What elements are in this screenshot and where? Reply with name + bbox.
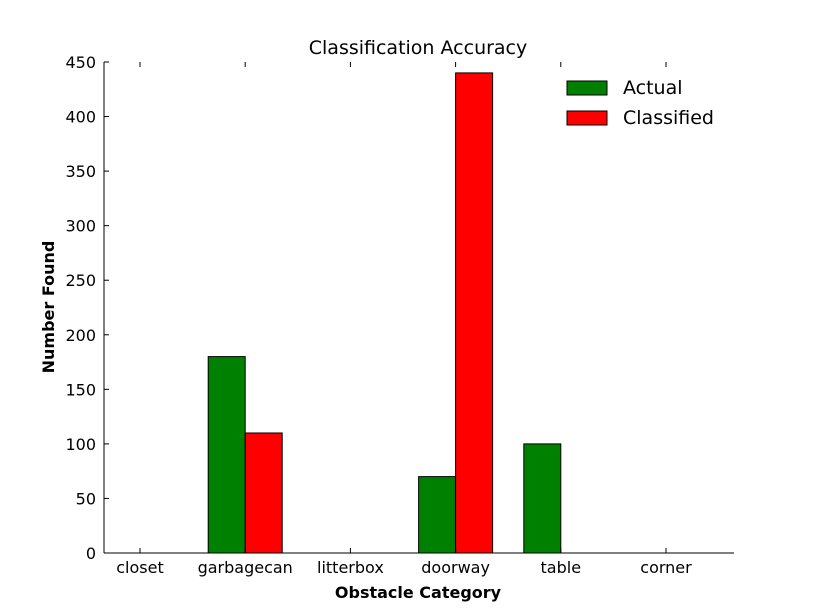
x-ticks-layer: closet garbagecan litterbox doorway table cor… (116, 62, 692, 577)
y-tick-label-150: 150 (65, 380, 96, 399)
y-tick-label-350: 350 (65, 162, 96, 181)
chart-title: Classification Accuracy (309, 37, 528, 59)
x-tick-label-litterbox: litterbox (317, 558, 384, 577)
legend-swatch-classified (566, 110, 608, 126)
y-tick-label-200: 200 (65, 326, 96, 345)
legend-swatch-actual (566, 80, 608, 96)
x-tick-label-corner: corner (640, 558, 692, 577)
x-tick-label-table: table (541, 558, 582, 577)
y-axis-label: Number Found (39, 241, 58, 374)
bar-actual-table (523, 443, 562, 554)
y-tick-label-450: 450 (65, 53, 96, 72)
x-tick-label-doorway: doorway (421, 558, 490, 577)
x-tick-label-closet: closet (116, 558, 163, 577)
legend: Actual Classified (566, 77, 714, 129)
x-tick-label-garbagecan: garbagecan (198, 558, 293, 577)
y-tick-label-250: 250 (65, 271, 96, 290)
y-tick-label-400: 400 (65, 108, 96, 127)
legend-label-classified: Classified (623, 107, 714, 129)
y-tick-label-300: 300 (65, 217, 96, 236)
y-tick-label-100: 100 (65, 435, 96, 454)
bar-classified-garbagecan (244, 432, 283, 554)
y-tick-label-50: 50 (76, 489, 96, 508)
bar-classified-doorway (455, 72, 494, 554)
bars-layer (207, 72, 562, 554)
y-ticks-layer: 0 50 100 150 200 250 300 350 400 450 (65, 53, 109, 563)
bar-actual-garbagecan (207, 356, 246, 554)
axes-layer (103, 62, 734, 554)
y-tick-label-0: 0 (86, 544, 96, 563)
legend-label-actual: Actual (623, 77, 683, 99)
x-axis-label: Obstacle Category (335, 583, 502, 602)
bar-actual-doorway (418, 476, 457, 554)
